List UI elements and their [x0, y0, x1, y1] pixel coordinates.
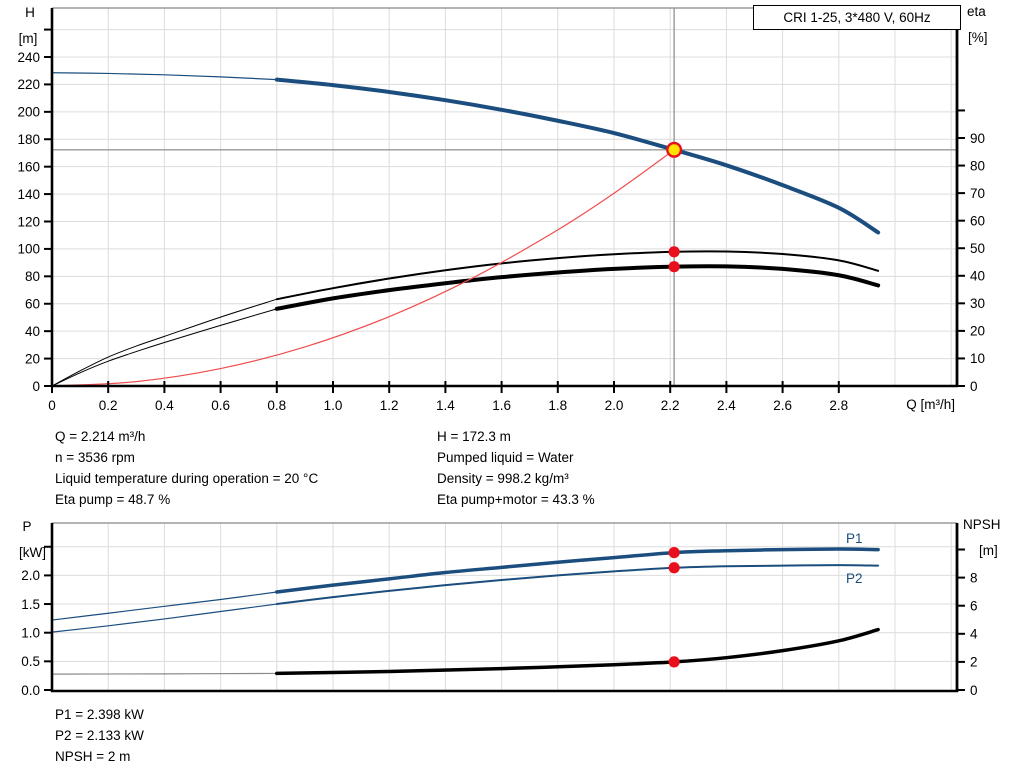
x-tick-label: 1.8	[548, 398, 567, 413]
p-axis-unit: [kW]	[19, 545, 46, 560]
eta-axis-title: eta	[967, 4, 986, 19]
duty-info-left: Q = 2.214 m³/h n = 3536 rpm Liquid tempe…	[55, 426, 318, 510]
left-tick-label: 240	[17, 50, 40, 65]
h-axis-unit: [m]	[18, 31, 38, 46]
p2-extension	[51, 603, 278, 633]
x-tick-label: 0.2	[99, 398, 118, 413]
right-tick-label: 8	[970, 570, 978, 585]
q-axis-label: Q [m³/h]	[906, 397, 955, 412]
x-tick-label: 1.6	[492, 398, 511, 413]
eta-axis-unit: [%]	[968, 30, 988, 45]
info-line-p2: P2 = 2.133 kW	[55, 728, 144, 743]
p2-curve	[275, 564, 880, 606]
p1-curve-label: P1	[846, 531, 863, 546]
p1-curve	[275, 547, 880, 594]
p2-curve-label: P2	[846, 571, 863, 586]
x-tick-label: 2.2	[661, 398, 680, 413]
right-tick-label: 80	[970, 158, 985, 173]
left-tick-label: 2.0	[21, 568, 40, 583]
x-tick-label: 0	[48, 398, 56, 413]
right-tick-label: 0	[970, 379, 978, 394]
npsh-point	[668, 656, 680, 668]
x-tick-label: 2.4	[717, 398, 736, 413]
npsh-axis-unit: [m]	[979, 543, 998, 558]
duty-point	[666, 141, 683, 158]
x-tick-label: 0.8	[267, 398, 286, 413]
eta-pump-motor-extension	[51, 308, 278, 387]
power-info: P1 = 2.398 kW P2 = 2.133 kW NPSH = 2 m	[55, 704, 144, 767]
left-tick-label: 0.5	[21, 654, 40, 669]
p1-point	[668, 546, 680, 559]
qh-curve	[274, 77, 881, 235]
left-tick-label: 100	[17, 242, 40, 257]
right-tick-label: 20	[970, 324, 985, 339]
right-tick-label: 6	[970, 599, 978, 614]
h-axis-title: H	[25, 5, 35, 20]
p1-extension	[51, 591, 278, 621]
right-tick-label: 60	[970, 213, 985, 228]
left-tick-label: 180	[17, 132, 40, 147]
info-line-temp: Liquid temperature during operation = 20…	[55, 471, 319, 486]
right-tick-label: 50	[970, 241, 985, 256]
info-line-n: n = 3536 rpm	[55, 450, 135, 465]
info-line-npsh: NPSH = 2 m	[55, 749, 131, 764]
left-tick-label: 220	[17, 77, 40, 92]
right-tick-label: 40	[970, 269, 985, 284]
eta-pump-extension	[51, 298, 278, 387]
info-line-density: Density = 998.2 kg/m³	[437, 471, 569, 486]
pump-type-label: CRI 1-25, 3*480 V, 60Hz	[783, 10, 931, 25]
p2-point	[668, 562, 680, 574]
x-tick-label: 2.8	[829, 398, 848, 413]
info-line-eta-pm: Eta pump+motor = 43.3 %	[437, 492, 595, 507]
left-tick-label: 140	[17, 187, 40, 202]
left-tick-label: 200	[17, 105, 40, 120]
p-axis-title: P	[22, 519, 32, 534]
left-tick-label: 80	[25, 269, 40, 284]
x-tick-label: 1.0	[324, 398, 343, 413]
pump-type-box: CRI 1-25, 3*480 V, 60Hz	[753, 5, 961, 30]
left-tick-label: 60	[25, 297, 40, 312]
eta-pump-motor-point	[668, 261, 680, 273]
right-tick-label: 10	[970, 351, 985, 366]
eta-pump-curve	[275, 250, 880, 301]
left-tick-label: 120	[17, 214, 40, 229]
right-tick-label: 90	[970, 131, 985, 146]
x-tick-label: 2.6	[773, 398, 792, 413]
x-tick-label: 1.2	[380, 398, 399, 413]
x-tick-label: 1.4	[436, 398, 455, 413]
qh-extension	[51, 72, 278, 81]
system-curve	[51, 149, 675, 387]
right-tick-label: 70	[970, 186, 985, 201]
x-tick-label: 0.6	[211, 398, 230, 413]
left-tick-label: 0.0	[21, 683, 40, 698]
x-tick-label: 2.0	[605, 398, 624, 413]
info-line-p1: P1 = 2.398 kW	[55, 707, 144, 722]
left-tick-label: 20	[25, 351, 40, 366]
x-tick-label: 0.4	[155, 398, 174, 413]
right-tick-label: 2	[970, 655, 978, 670]
left-tick-label: 160	[17, 159, 40, 174]
left-tick-label: 1.5	[21, 597, 40, 612]
npsh-curve	[275, 627, 880, 676]
info-line-liquid: Pumped liquid = Water	[437, 450, 574, 465]
npsh-extension	[51, 672, 278, 675]
info-line-h: H = 172.3 m	[437, 429, 511, 444]
eta-pump-motor-curve	[274, 264, 881, 311]
right-tick-label: 30	[970, 296, 985, 311]
info-line-q: Q = 2.214 m³/h	[55, 429, 146, 444]
left-tick-label: 40	[25, 324, 40, 339]
info-line-eta: Eta pump = 48.7 %	[55, 492, 171, 507]
npsh-axis-title: NPSH	[963, 517, 1001, 532]
right-tick-label: 4	[970, 627, 978, 642]
duty-info-right: H = 172.3 m Pumped liquid = Water Densit…	[437, 426, 595, 510]
right-tick-label: 0	[970, 683, 978, 698]
left-tick-label: 1.0	[21, 626, 40, 641]
eta-pump-point	[668, 246, 680, 258]
left-tick-label: 0	[32, 379, 40, 394]
